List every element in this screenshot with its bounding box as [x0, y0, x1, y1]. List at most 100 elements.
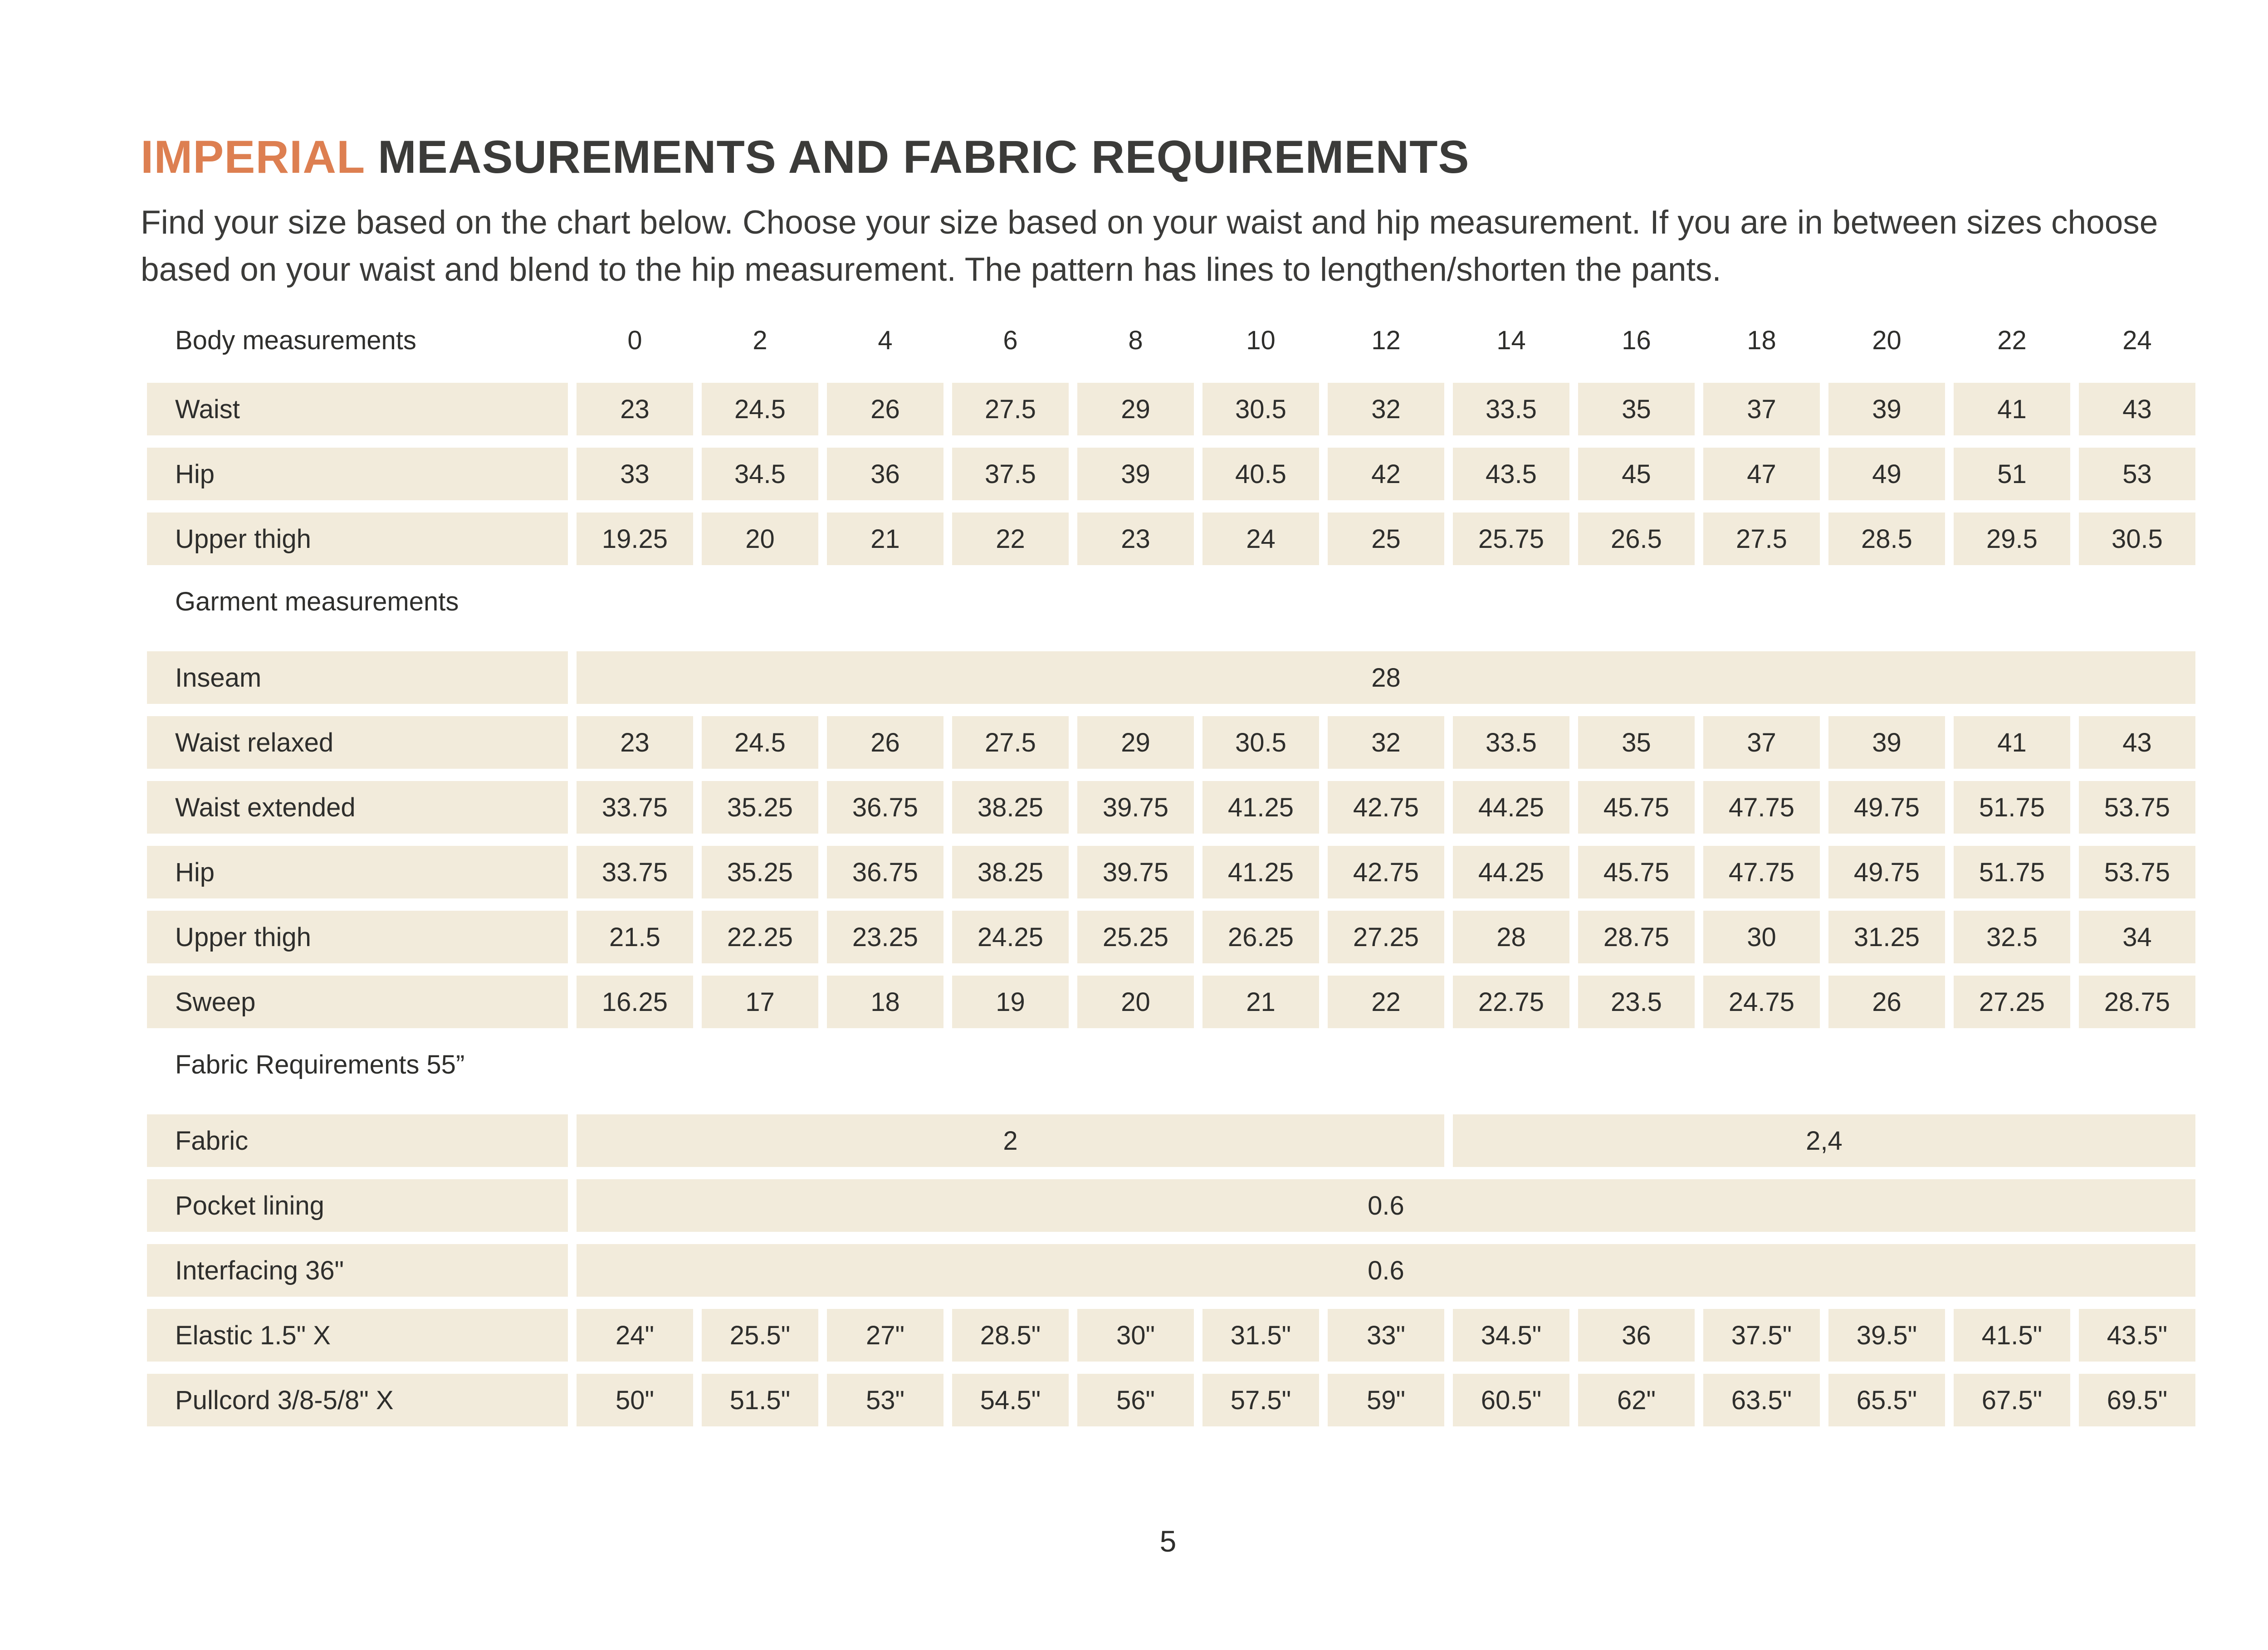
table-cell: 47 — [1703, 448, 1820, 501]
table-cell: 36 — [827, 448, 943, 501]
size-column-header: 20 — [1872, 325, 1901, 355]
table-cell: 24 — [1202, 513, 1319, 566]
table-cell: 30" — [1077, 1309, 1194, 1362]
table-cell: 41.25 — [1202, 846, 1319, 899]
table-cell: 35.25 — [702, 781, 818, 834]
row-label: Upper thigh — [147, 513, 568, 566]
table-cell: 43 — [2079, 383, 2195, 436]
table-cell: 26 — [827, 383, 943, 436]
intro-paragraph: Find your size based on the chart below.… — [141, 204, 2158, 288]
row-label: Waist relaxed — [147, 716, 568, 769]
table-cell: 31.5" — [1202, 1309, 1319, 1362]
table-row: Inseam 28 — [147, 651, 2195, 704]
table-cell: 67.5" — [1954, 1374, 2070, 1427]
table-row: Elastic 1.5" X 24" 25.5" 27" 28.5" 30" 31.5" 33… — [147, 1309, 2195, 1362]
table-cell: 19 — [952, 976, 1069, 1029]
table-cell: 51.5" — [702, 1374, 818, 1427]
size-column-header: 6 — [1003, 325, 1018, 355]
table-cell: 28.5" — [952, 1309, 1069, 1362]
table-cell: 27.5 — [952, 383, 1069, 436]
size-column-header: 18 — [1747, 325, 1776, 355]
table-cell: 38.25 — [952, 781, 1069, 834]
table-cell: 27.5 — [1703, 513, 1820, 566]
section-label-text: Fabric Requirements 55” — [175, 1050, 465, 1079]
table-cell: 18 — [827, 976, 943, 1029]
table-cell: 38.25 — [952, 846, 1069, 899]
table-cell: 26.5 — [1578, 513, 1695, 566]
table-row: Waist extended 33.75 35.25 36.75 38.25 39.75 4… — [147, 781, 2195, 834]
table-cell: 22 — [1328, 976, 1444, 1029]
table-cell: 33 — [577, 448, 693, 501]
table-cell: 23 — [577, 716, 693, 769]
table-cell: 39.5" — [1828, 1309, 1945, 1362]
table-cell: 47.75 — [1703, 846, 1820, 899]
table-cell: 21 — [827, 513, 943, 566]
table-cell: 53" — [827, 1374, 943, 1427]
table-header-row: Body measurements 0 2 4 6 8 10 12 14 16 18 20 22 24 — [147, 320, 2195, 360]
size-column-header: 22 — [1997, 325, 2027, 355]
table-cell: 30.5 — [1202, 383, 1319, 436]
table-cell: 26 — [1828, 976, 1945, 1029]
row-label: Waist — [147, 383, 568, 436]
table-cell: 47.75 — [1703, 781, 1820, 834]
size-column-header: 24 — [2122, 325, 2152, 355]
table-cell: 35 — [1578, 383, 1695, 436]
table-cell: 27.25 — [1328, 911, 1444, 964]
table-cell: 51 — [1954, 448, 2070, 501]
table-cell: 0.6 — [577, 1179, 2195, 1232]
page-number: 5 — [1159, 1524, 1177, 1558]
table-cell: 37.5 — [952, 448, 1069, 501]
table-row: Sweep 16.25 17 18 19 20 21 22 22.75 23.5 24.75 26 27… — [147, 976, 2195, 1029]
table-cell: 24.25 — [952, 911, 1069, 964]
table-cell: 29 — [1077, 383, 1194, 436]
page-title: IMPERIAL MEASUREMENTS AND FABRIC REQUIRE… — [141, 131, 2195, 184]
table-cell: 36.75 — [827, 781, 943, 834]
table-cell: 16.25 — [577, 976, 693, 1029]
table-cell: 60.5" — [1453, 1374, 1569, 1427]
table-cell: 25.5" — [702, 1309, 818, 1362]
table-cell: 45 — [1578, 448, 1695, 501]
table-cell: 42 — [1328, 448, 1444, 501]
size-column-header: 12 — [1371, 325, 1401, 355]
table-cell: 20 — [1077, 976, 1194, 1029]
row-label: Sweep — [147, 976, 568, 1029]
table-cell: 20 — [702, 513, 818, 566]
table-cell: 27" — [827, 1309, 943, 1362]
page-title-rest: MEASUREMENTS AND FABRIC REQUIREMENTS — [364, 131, 1470, 183]
size-column-header: 4 — [878, 325, 893, 355]
table-cell: 49.75 — [1828, 781, 1945, 834]
table-cell: 28.5 — [1828, 513, 1945, 566]
table-cell: 69.5" — [2079, 1374, 2195, 1427]
table-cell: 33.5 — [1453, 716, 1569, 769]
table-cell: 41.25 — [1202, 781, 1319, 834]
page-title-accent: IMPERIAL — [141, 131, 365, 183]
size-column-header: 2 — [753, 325, 767, 355]
table-cell: 24" — [577, 1309, 693, 1362]
table-cell: 45.75 — [1578, 846, 1695, 899]
document-page: IMPERIAL MEASUREMENTS AND FABRIC REQUIRE… — [141, 131, 2195, 1558]
table-cell: 2 — [577, 1114, 1444, 1167]
table-cell: 29.5 — [1954, 513, 2070, 566]
table-cell: 30 — [1703, 911, 1820, 964]
row-label: Pocket lining — [147, 1179, 568, 1232]
table-cell: 28.75 — [1578, 911, 1695, 964]
table-cell: 23.25 — [827, 911, 943, 964]
row-label: Hip — [147, 846, 568, 899]
table-cell: 39.75 — [1077, 846, 1194, 899]
table-cell: 36.75 — [827, 846, 943, 899]
table-cell: 33.75 — [577, 846, 693, 899]
row-label: Pullcord 3/8-5/8" X — [147, 1374, 568, 1427]
table-cell: 41 — [1954, 383, 2070, 436]
table-cell: 19.25 — [577, 513, 693, 566]
size-column-header: 14 — [1496, 325, 1526, 355]
table-cell: 23 — [577, 383, 693, 436]
table-cell: 21 — [1202, 976, 1319, 1029]
table-cell: 31.25 — [1828, 911, 1945, 964]
size-column-header: 16 — [1622, 325, 1651, 355]
table-cell: 49.75 — [1828, 846, 1945, 899]
table-cell: 22.75 — [1453, 976, 1569, 1029]
table-cell: 43.5 — [1453, 448, 1569, 501]
row-label: Fabric — [147, 1114, 568, 1167]
row-label: Upper thigh — [147, 911, 568, 964]
table-cell: 28.75 — [2079, 976, 2195, 1029]
